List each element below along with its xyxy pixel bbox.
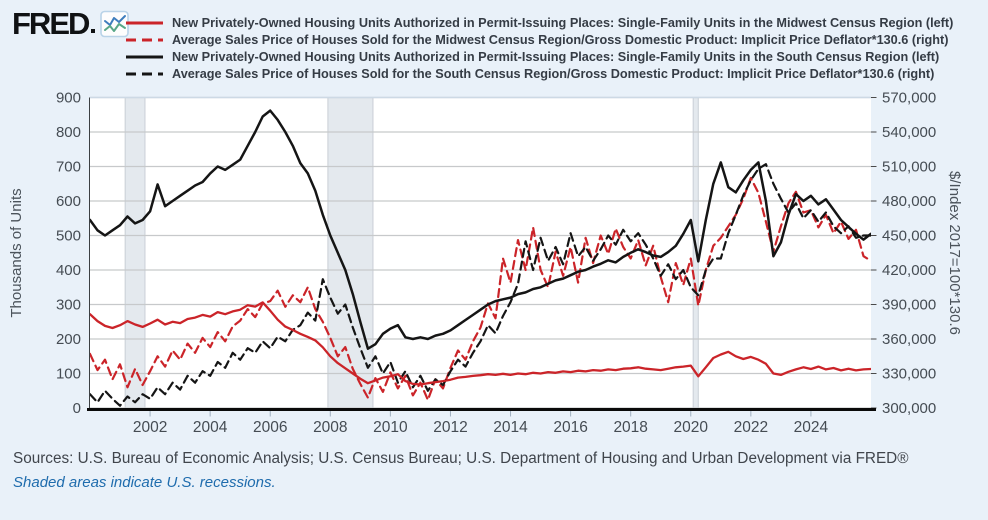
legend-item-south-price[interactable]: Average Sales Price of Houses Sold for t… bbox=[126, 65, 953, 82]
right-axis-tick-label: 330,000 bbox=[882, 366, 936, 383]
recession-band bbox=[125, 97, 145, 408]
legend-item-midwest-permits[interactable]: New Privately-Owned Housing Units Author… bbox=[126, 14, 953, 31]
right-axis-tick-label: 570,000 bbox=[882, 90, 936, 107]
right-axis-tick-label: 300,000 bbox=[882, 400, 936, 417]
legend-item-label: New Privately-Owned Housing Units Author… bbox=[172, 15, 954, 30]
recession-note-link[interactable]: Shaded areas indicate U.S. recessions. bbox=[13, 474, 276, 491]
series-path-2 bbox=[90, 109, 871, 350]
legend-item-label: New Privately-Owned Housing Units Author… bbox=[172, 49, 940, 64]
right-axis-tick-label: 540,000 bbox=[882, 124, 936, 141]
right-axis-tick-label: 420,000 bbox=[882, 262, 936, 279]
series-path-0 bbox=[90, 301, 871, 386]
x-axis-tick-label: 2016 bbox=[553, 419, 587, 436]
left-axis-tick-label: 400 bbox=[56, 262, 81, 279]
right-axis-tick-label: 390,000 bbox=[882, 297, 936, 314]
x-axis-tick-label: 2002 bbox=[133, 419, 167, 436]
legend-item-midwest-price[interactable]: Average Sales Price of Houses Sold for t… bbox=[126, 31, 953, 48]
x-axis-line bbox=[87, 408, 876, 411]
left-axis-tick-label: 800 bbox=[56, 124, 81, 141]
x-axis-tick-label: 2020 bbox=[674, 419, 709, 436]
left-axis-title: Thousands of Units bbox=[8, 188, 25, 317]
x-axis-tick-label: 2004 bbox=[193, 419, 228, 436]
right-axis-title: $/Index 2017=100*130.6 bbox=[946, 171, 963, 335]
recession-band bbox=[327, 97, 373, 408]
right-axis-tick-label: 360,000 bbox=[882, 331, 936, 348]
fred-logo[interactable]: FRED bbox=[12, 6, 130, 41]
right-axis-tick-label: 510,000 bbox=[882, 159, 936, 176]
left-axis-tick-label: 200 bbox=[56, 331, 81, 348]
left-axis-tick-label: 600 bbox=[56, 193, 81, 210]
left-axis-tick-label: 0 bbox=[73, 400, 81, 417]
x-axis-tick-label: 2010 bbox=[373, 419, 408, 436]
x-axis-tick-label: 2022 bbox=[734, 419, 768, 436]
series-path-3 bbox=[90, 163, 871, 407]
left-axis-tick-label: 700 bbox=[56, 159, 81, 176]
x-axis-tick-label: 2018 bbox=[613, 419, 647, 436]
fred-logo-text: FRED bbox=[12, 6, 90, 41]
right-axis-tick-label: 450,000 bbox=[882, 228, 936, 245]
right-axis-tick-label: 480,000 bbox=[882, 193, 936, 210]
left-axis-tick-label: 500 bbox=[56, 228, 81, 245]
left-axis-tick-label: 300 bbox=[56, 297, 81, 314]
x-axis-tick-label: 2006 bbox=[253, 419, 287, 436]
plot-background bbox=[90, 97, 871, 408]
left-axis-tick-label: 100 bbox=[56, 366, 81, 383]
x-axis-tick-label: 2024 bbox=[794, 419, 829, 436]
sources-text: Sources: U.S. Bureau of Economic Analysi… bbox=[13, 450, 909, 467]
legend-item-south-permits[interactable]: New Privately-Owned Housing Units Author… bbox=[126, 48, 953, 65]
left-axis-tick-label: 900 bbox=[56, 90, 81, 107]
legend-item-label: Average Sales Price of Houses Sold for t… bbox=[172, 66, 935, 81]
x-axis-tick-label: 2008 bbox=[313, 419, 347, 436]
chart-legend: New Privately-Owned Housing Units Author… bbox=[126, 14, 953, 82]
fred-logo-registered-dot bbox=[91, 29, 96, 33]
x-axis-tick-label: 2012 bbox=[433, 419, 467, 436]
legend-item-label: Average Sales Price of Houses Sold for t… bbox=[172, 32, 949, 47]
series-path-1 bbox=[90, 176, 871, 401]
x-axis-tick-label: 2014 bbox=[493, 419, 528, 436]
